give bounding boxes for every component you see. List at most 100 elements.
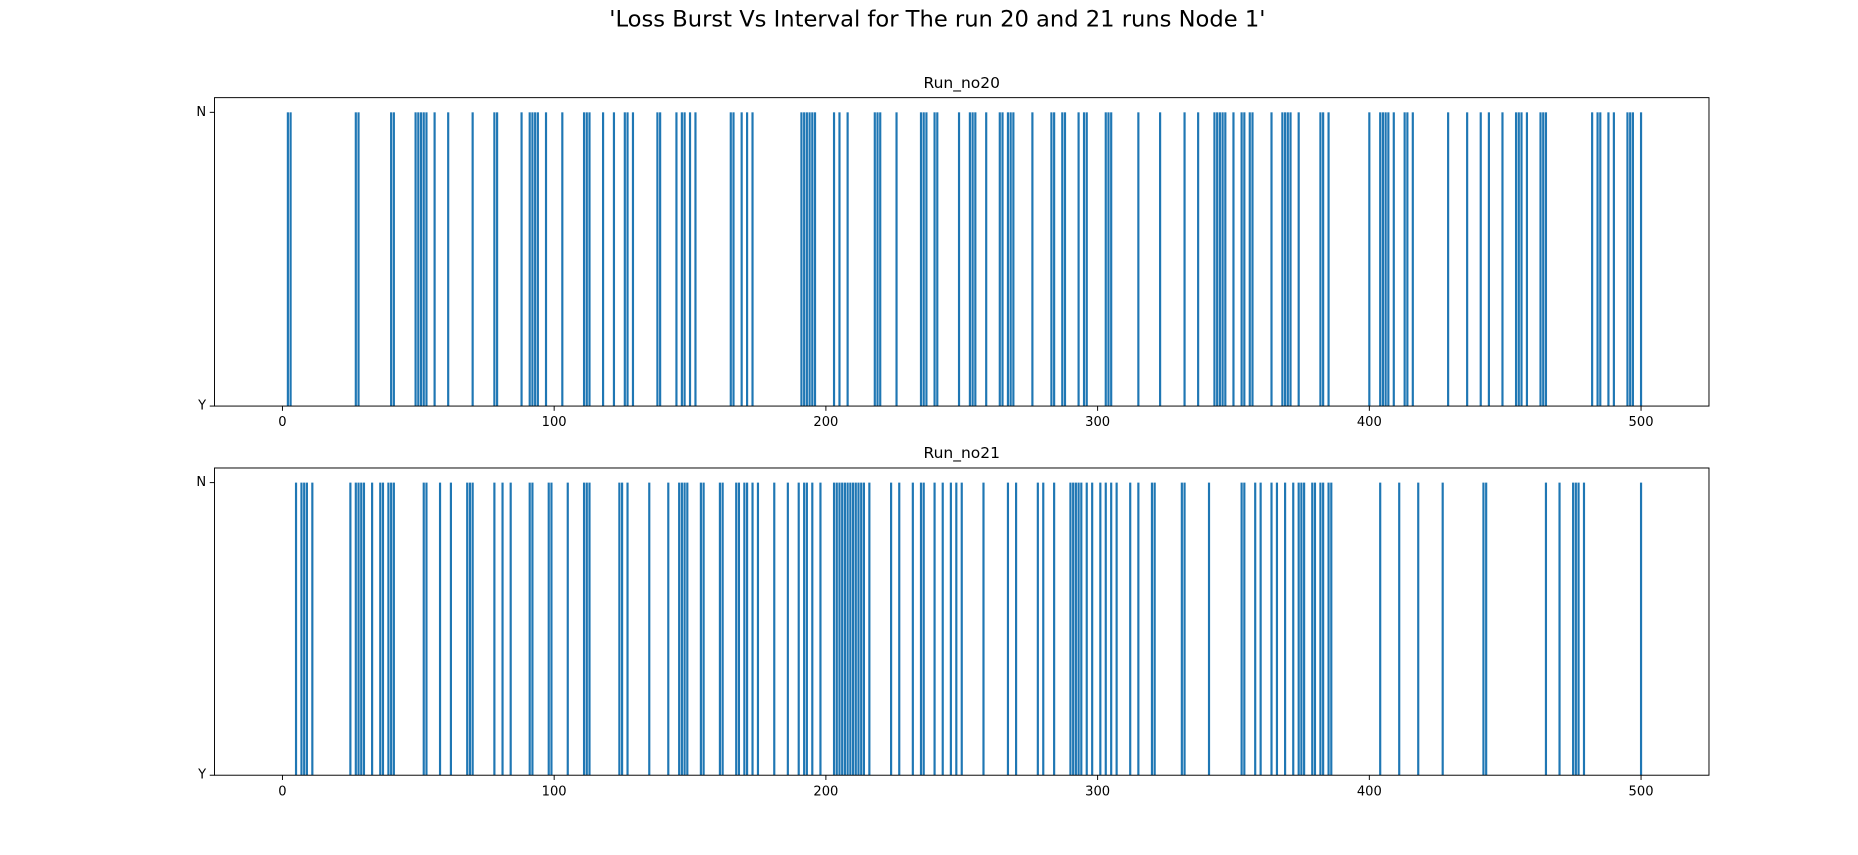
bar <box>1379 112 1382 407</box>
subplot-title: Run_no21 <box>924 444 1000 463</box>
bar <box>588 112 591 407</box>
bar <box>890 482 893 776</box>
bar <box>1626 112 1629 407</box>
bar <box>686 482 689 776</box>
bar <box>626 112 629 407</box>
y-tick-label: Y <box>197 399 207 414</box>
bar <box>680 482 683 776</box>
bar <box>1129 482 1132 776</box>
bar <box>955 482 958 776</box>
bar <box>1053 112 1056 407</box>
bar <box>1629 112 1632 407</box>
bar <box>354 482 357 776</box>
bar <box>1284 112 1287 407</box>
bar <box>1612 112 1615 407</box>
bar <box>1063 112 1067 407</box>
bar <box>813 112 817 407</box>
bar <box>531 482 534 776</box>
bar <box>1015 482 1018 776</box>
bar <box>390 482 393 776</box>
bar <box>876 112 879 407</box>
bar <box>746 482 749 776</box>
bar <box>667 482 670 776</box>
bar <box>623 112 626 407</box>
bar <box>1036 482 1039 776</box>
bar <box>1107 112 1110 407</box>
bar <box>919 112 923 407</box>
bar <box>360 482 363 776</box>
bar <box>805 482 808 776</box>
bar <box>1006 112 1010 407</box>
bar <box>1281 112 1284 407</box>
bar <box>1213 112 1216 407</box>
bar <box>1099 482 1102 776</box>
bar <box>846 112 849 407</box>
bar <box>631 112 635 407</box>
bar <box>1447 112 1450 407</box>
bar <box>1303 482 1306 776</box>
bar <box>1387 112 1390 407</box>
bar <box>471 112 474 407</box>
bar <box>1607 112 1610 407</box>
bar <box>1248 112 1251 407</box>
bar <box>1572 482 1575 776</box>
bar <box>1275 482 1279 776</box>
bar <box>1466 112 1469 407</box>
bar <box>618 482 621 776</box>
bar <box>547 482 550 776</box>
bar <box>746 112 749 407</box>
bar <box>582 482 586 776</box>
bar <box>561 112 564 407</box>
subplot-title: Run_no20 <box>924 74 1000 93</box>
bar <box>832 482 836 776</box>
bar <box>438 482 442 776</box>
bar <box>960 482 963 776</box>
bar <box>854 482 857 776</box>
bar <box>911 482 914 776</box>
bar <box>354 112 357 407</box>
bar <box>1069 482 1072 776</box>
bar <box>702 482 705 776</box>
bar <box>1289 112 1292 407</box>
bar <box>1485 482 1488 776</box>
bar <box>1501 112 1504 407</box>
bar <box>925 112 928 407</box>
bar <box>1596 112 1599 407</box>
bar <box>803 482 806 776</box>
bar <box>971 112 974 407</box>
bar <box>1001 112 1004 407</box>
bar <box>849 482 852 776</box>
bar <box>898 482 901 776</box>
bar <box>1110 482 1113 776</box>
bar <box>740 112 743 407</box>
bar <box>1074 482 1077 776</box>
bar <box>1639 482 1643 776</box>
bar <box>743 482 746 776</box>
bar <box>1403 112 1406 407</box>
bar <box>471 482 474 776</box>
bar <box>1368 112 1371 407</box>
bar <box>536 112 539 407</box>
bar <box>588 482 591 776</box>
bar <box>1591 112 1594 407</box>
bar <box>843 482 846 776</box>
bar <box>1631 112 1634 407</box>
bar <box>1218 112 1221 407</box>
bar <box>941 482 944 776</box>
bar <box>1197 112 1200 407</box>
bar <box>1137 112 1140 407</box>
bar <box>349 482 352 776</box>
bar <box>860 482 863 776</box>
bar <box>868 482 871 776</box>
x-tick-label: 100 <box>542 415 567 430</box>
bar <box>1240 112 1243 407</box>
bar <box>949 482 952 776</box>
bar <box>737 482 741 776</box>
bar <box>648 482 651 776</box>
bar <box>303 482 306 776</box>
x-tick-label: 400 <box>1357 415 1382 430</box>
bar <box>1183 482 1186 776</box>
bar <box>933 112 936 407</box>
